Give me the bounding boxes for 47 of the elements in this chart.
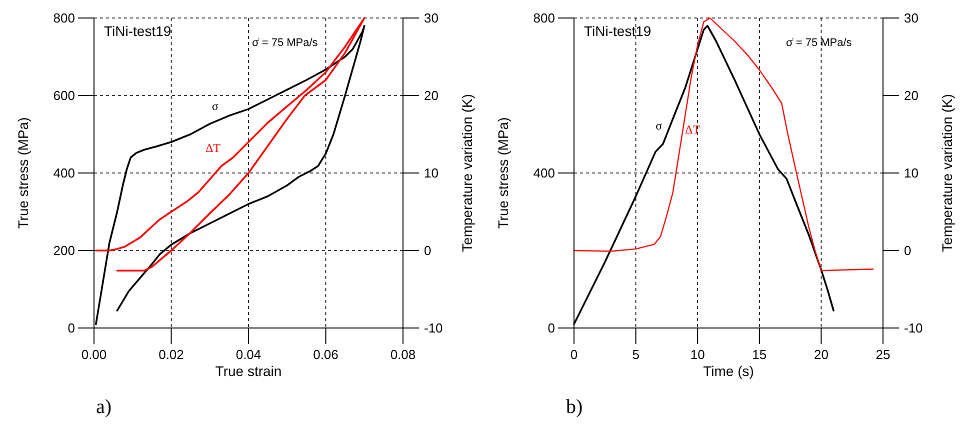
x-tick-label: 0.04 <box>236 347 262 362</box>
series-label: ΔT <box>685 122 701 137</box>
y-tick-label: 400 <box>53 166 75 181</box>
y-tick-label: 200 <box>53 243 75 258</box>
x-tick-label: 0.00 <box>81 347 107 362</box>
x-tick-label: 0.06 <box>313 347 338 362</box>
y2-tick-label: 30 <box>424 10 438 26</box>
y-tick-label: 800 <box>533 10 555 26</box>
x-tick-label: 0.08 <box>390 347 416 362</box>
y2-axis-title: Temperature variation (K) <box>459 94 475 252</box>
y2-tick-label: 0 <box>904 243 912 258</box>
x-tick-label: 15 <box>752 347 767 362</box>
line-series <box>573 17 874 272</box>
y-tick-label: 600 <box>53 88 75 104</box>
y2-tick-label: 10 <box>424 166 438 181</box>
y-axis-title: True stress (MPa) <box>15 117 31 229</box>
annotation: TiNi-test19 <box>104 23 172 39</box>
y2-axis-title: Temperature variation (K) <box>939 94 955 252</box>
y2-tick-label: 10 <box>904 166 918 181</box>
x-axis-title: True strain <box>215 363 282 379</box>
text: b) <box>566 396 583 418</box>
y2-tick-label: 30 <box>904 10 918 26</box>
y2-tick-label: -10 <box>904 320 923 336</box>
text: a) <box>96 396 112 418</box>
annotation: TiNi-test19 <box>584 23 652 39</box>
series-label: ΔT <box>205 141 222 156</box>
annotation: σ̇ = 75 MPa/s <box>786 37 852 49</box>
x-axis-title: Time (s) <box>703 363 754 379</box>
annotation: σ̇ = 75 MPa/s <box>252 37 318 49</box>
y2-tick-label: 20 <box>424 88 438 104</box>
y-tick-label: 0 <box>68 320 75 336</box>
y-tick-label: 400 <box>533 166 555 181</box>
x-tick-label: 0.02 <box>158 347 184 362</box>
series-label: σ <box>656 118 663 133</box>
y2-tick-label: -10 <box>424 320 443 336</box>
x-tick-label: 0 <box>570 347 578 362</box>
x-tick-label: 25 <box>876 347 890 362</box>
x-tick-label: 5 <box>632 347 640 362</box>
y-tick-label: 0 <box>548 320 555 336</box>
x-tick-label: 10 <box>690 347 705 362</box>
y-axis-title: True stress (MPa) <box>495 117 511 229</box>
series-label: σ <box>212 98 219 113</box>
line-series <box>95 17 366 272</box>
y2-tick-label: 20 <box>904 88 918 104</box>
y2-tick-label: 0 <box>424 243 432 258</box>
y-tick-label: 800 <box>53 10 75 26</box>
x-tick-label: 20 <box>814 347 828 362</box>
